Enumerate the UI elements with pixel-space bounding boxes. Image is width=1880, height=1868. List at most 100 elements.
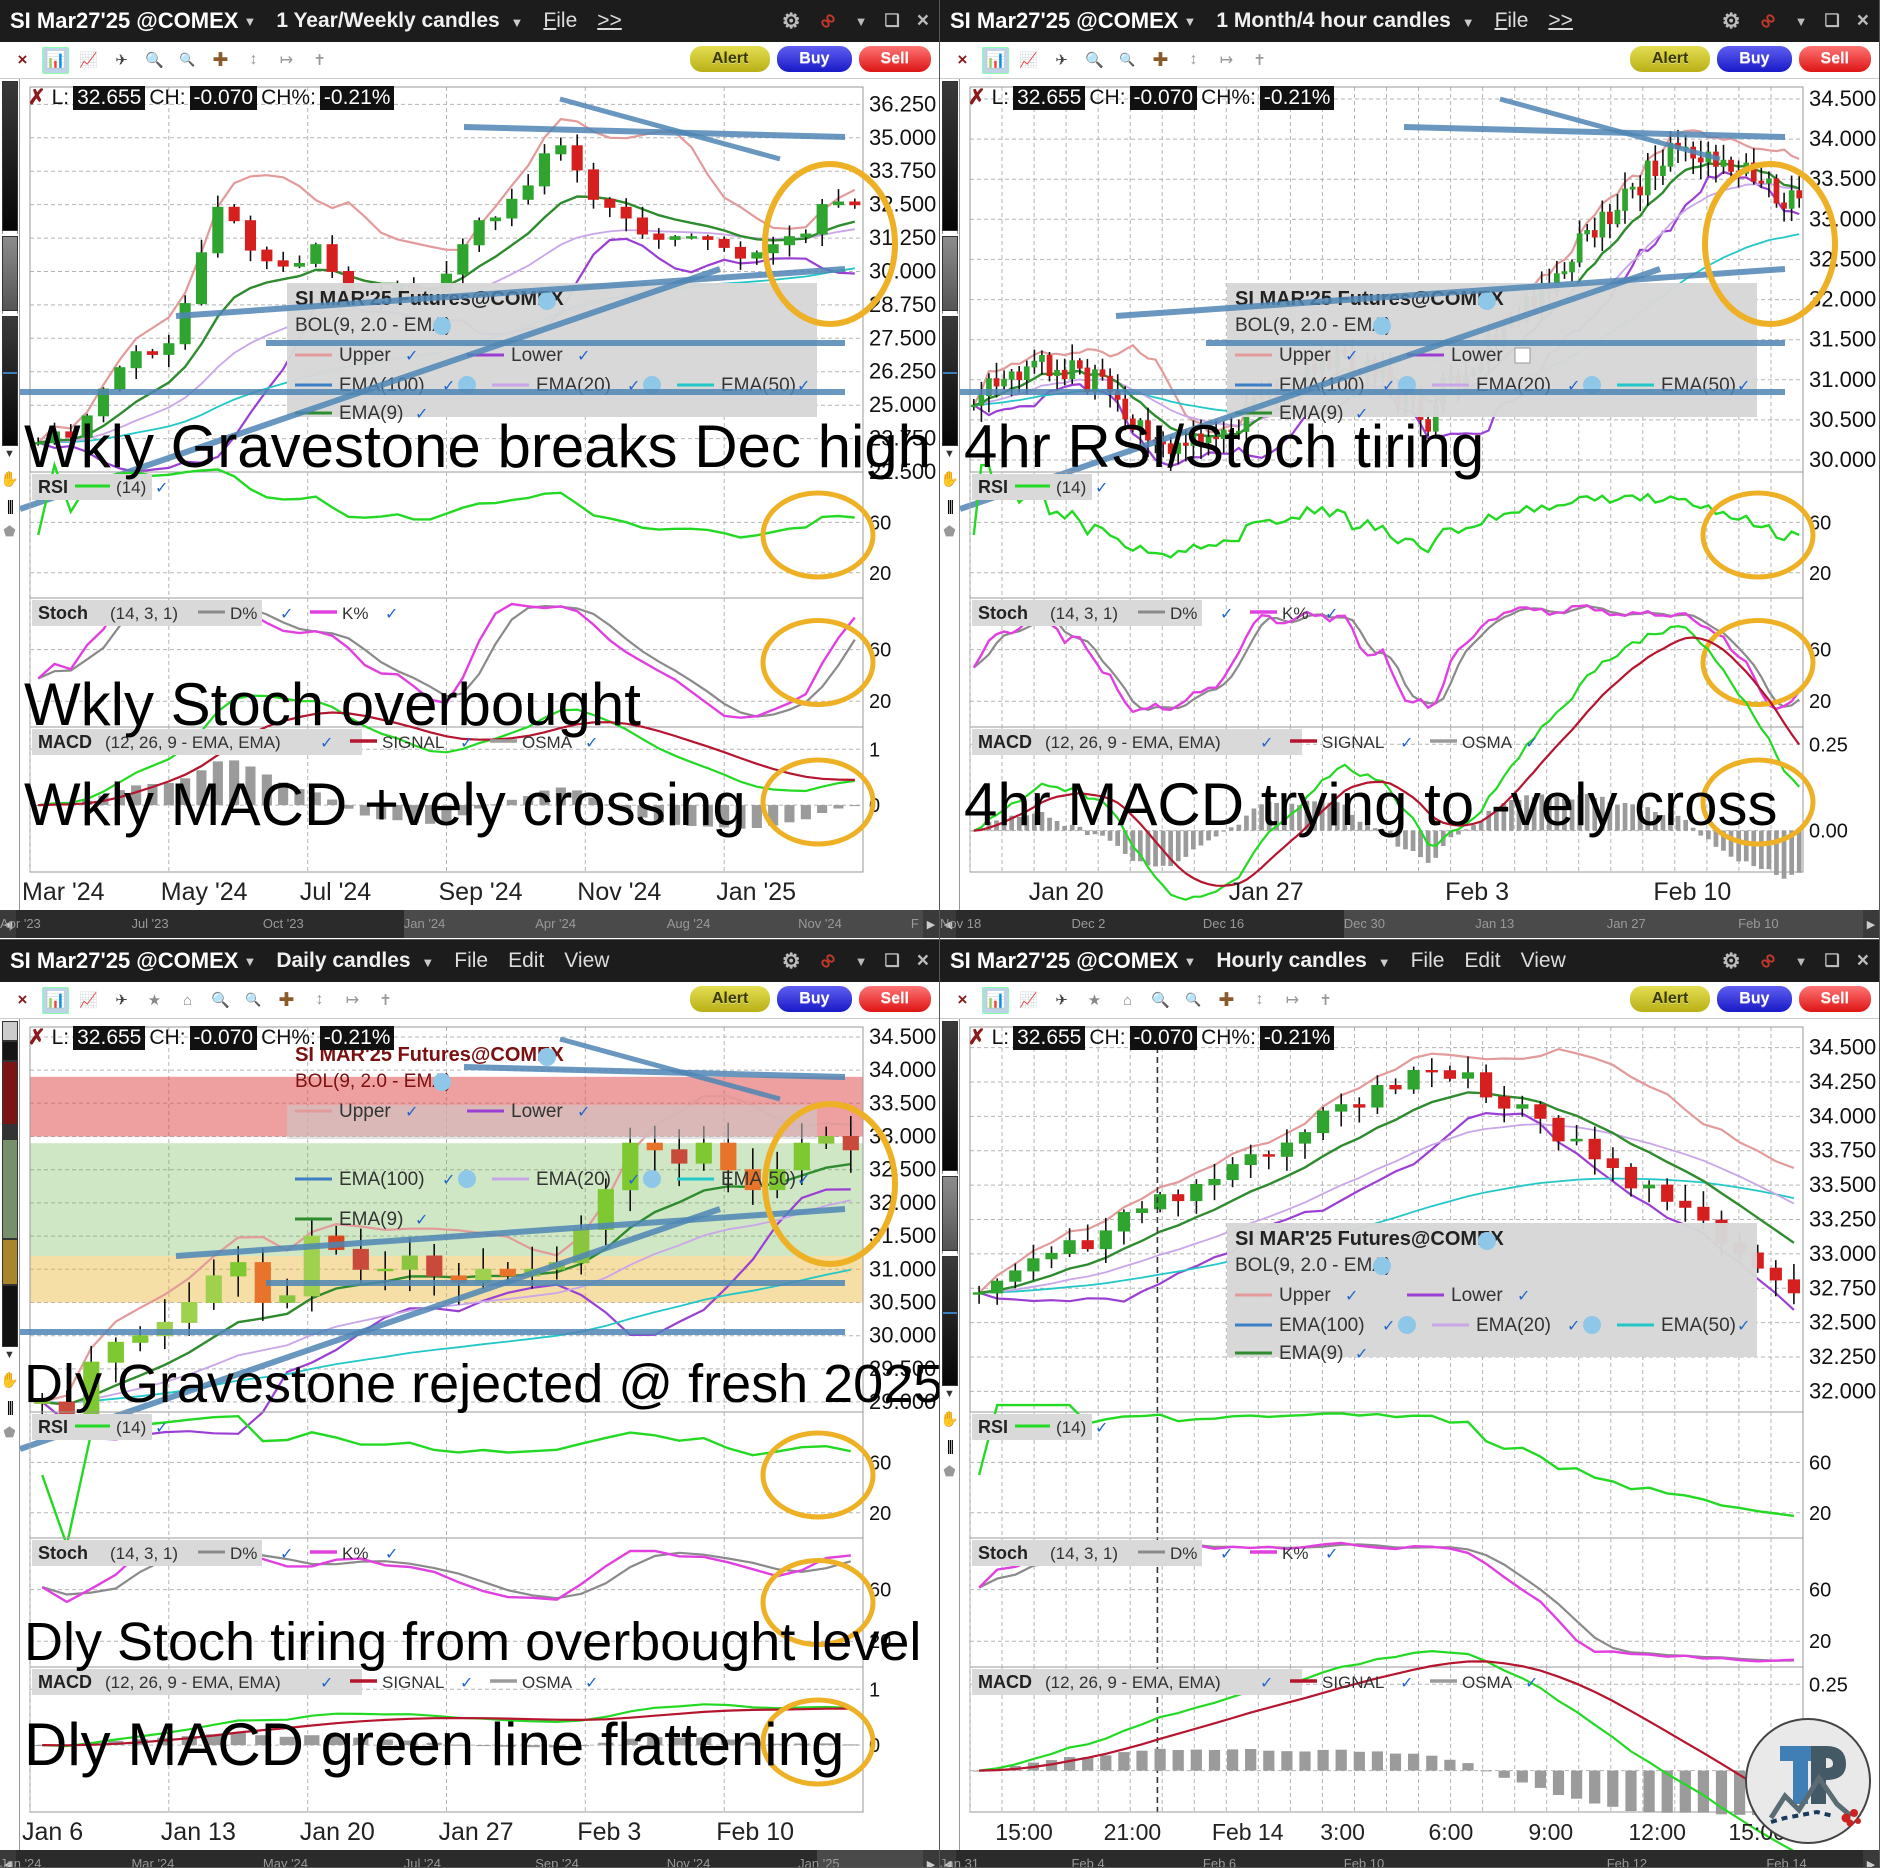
svg-text:Jan 6: Jan 6 [22, 1818, 83, 1846]
svg-text:SIGNAL: SIGNAL [1322, 1673, 1384, 1692]
svg-text:Jan '25: Jan '25 [716, 878, 796, 906]
svg-text:20: 20 [1809, 1503, 1831, 1525]
svg-text:K%: K% [1282, 1544, 1308, 1563]
svg-text:✓: ✓ [405, 348, 418, 365]
svg-text:BOL(9, 2.0 - EMA): BOL(9, 2.0 - EMA) [1235, 315, 1391, 336]
svg-text:34.500: 34.500 [1809, 1035, 1876, 1060]
svg-text:SI MAR'25 Futures@COMEX: SI MAR'25 Futures@COMEX [1235, 1228, 1504, 1250]
svg-text:0.25: 0.25 [1809, 1674, 1848, 1696]
svg-text:✓: ✓ [1345, 348, 1358, 365]
svg-text:1: 1 [869, 1679, 880, 1701]
svg-text:✓: ✓ [577, 1104, 590, 1121]
svg-text:Feb 10: Feb 10 [716, 1818, 794, 1846]
svg-text:✓: ✓ [415, 1212, 428, 1229]
svg-text:33.000: 33.000 [1809, 1241, 1876, 1266]
svg-text:✓: ✓ [1400, 1675, 1413, 1692]
svg-text:Jan 20: Jan 20 [1029, 878, 1104, 906]
svg-text:32.000: 32.000 [1809, 1378, 1876, 1403]
svg-text:EMA(50): EMA(50) [721, 1169, 796, 1190]
svg-text:OSMA: OSMA [522, 1673, 573, 1692]
svg-text:Feb 3: Feb 3 [1445, 878, 1509, 906]
svg-text:BOL(9, 2.0 - EMA): BOL(9, 2.0 - EMA) [295, 315, 451, 336]
svg-text:✓: ✓ [1325, 606, 1338, 623]
svg-text:33.750: 33.750 [869, 158, 936, 183]
svg-text:34.500: 34.500 [1809, 86, 1876, 111]
svg-text:31.000: 31.000 [1809, 367, 1876, 392]
svg-text:Upper: Upper [1279, 345, 1331, 366]
svg-text:34.000: 34.000 [1809, 126, 1876, 151]
svg-text:✓: ✓ [405, 1104, 418, 1121]
svg-text:MACD: MACD [978, 1672, 1032, 1692]
svg-text:20: 20 [869, 1503, 891, 1525]
svg-text:OSMA: OSMA [1462, 1673, 1513, 1692]
svg-text:32.500: 32.500 [1809, 1310, 1876, 1335]
svg-text:RSI: RSI [38, 477, 68, 497]
svg-text:Upper: Upper [1279, 1285, 1331, 1306]
svg-text:32.500: 32.500 [869, 1157, 936, 1182]
svg-text:K%: K% [1282, 604, 1308, 623]
svg-text:✓: ✓ [1517, 1288, 1530, 1305]
svg-text:EMA(9): EMA(9) [339, 1209, 403, 1230]
svg-text:21:00: 21:00 [1104, 1819, 1162, 1845]
svg-text:✓: ✓ [1737, 1318, 1750, 1335]
svg-text:60: 60 [1809, 1452, 1831, 1474]
svg-text:34.250: 34.250 [1809, 1069, 1876, 1094]
svg-text:9:00: 9:00 [1528, 1819, 1573, 1845]
svg-text:31.250: 31.250 [869, 225, 936, 250]
svg-text:31.500: 31.500 [1809, 327, 1876, 352]
svg-text:35.000: 35.000 [869, 125, 936, 150]
svg-text:Feb 3: Feb 3 [577, 1818, 641, 1846]
svg-text:Feb 10: Feb 10 [1653, 878, 1731, 906]
svg-text:K%: K% [342, 1544, 368, 1563]
svg-text:✓: ✓ [1355, 1346, 1368, 1363]
svg-text:30.500: 30.500 [1809, 407, 1876, 432]
svg-text:✓: ✓ [320, 1675, 333, 1692]
svg-text:✓: ✓ [1400, 735, 1413, 752]
svg-text:27.500: 27.500 [869, 325, 936, 350]
svg-text:32.000: 32.000 [869, 1190, 936, 1215]
svg-text:✓: ✓ [1220, 606, 1233, 623]
svg-text:✓: ✓ [280, 1546, 293, 1563]
svg-text:D%: D% [1170, 604, 1197, 623]
svg-text:32.750: 32.750 [1809, 1275, 1876, 1300]
svg-text:20: 20 [869, 563, 891, 585]
svg-text:6:00: 6:00 [1429, 1819, 1474, 1845]
svg-text:Jan 20: Jan 20 [300, 1818, 375, 1846]
svg-text:15:00: 15:00 [995, 1819, 1053, 1845]
svg-text:(12, 26, 9 - EMA, EMA): (12, 26, 9 - EMA, EMA) [1045, 1673, 1221, 1692]
svg-text:3:00: 3:00 [1320, 1819, 1365, 1845]
svg-text:60: 60 [1809, 1580, 1831, 1602]
svg-text:(14, 3, 1): (14, 3, 1) [110, 1544, 178, 1563]
svg-text:(14): (14) [1056, 1418, 1086, 1437]
svg-text:(12, 26, 9 - EMA, EMA): (12, 26, 9 - EMA, EMA) [105, 1673, 281, 1692]
svg-text:30.000: 30.000 [1809, 447, 1876, 472]
svg-text:20: 20 [1809, 1631, 1831, 1653]
svg-text:D%: D% [1170, 1544, 1197, 1563]
svg-text:(14): (14) [116, 1418, 146, 1437]
svg-text:Upper: Upper [339, 1101, 391, 1122]
svg-text:30.000: 30.000 [869, 1323, 936, 1348]
svg-text:EMA(100): EMA(100) [339, 1169, 425, 1190]
svg-text:BOL(9, 2.0 - EMA): BOL(9, 2.0 - EMA) [1235, 1255, 1391, 1276]
svg-text:33.500: 33.500 [1809, 1172, 1876, 1197]
svg-text:EMA(20): EMA(20) [536, 1169, 611, 1190]
svg-text:✓: ✓ [385, 606, 398, 623]
svg-text:✓: ✓ [627, 1172, 640, 1189]
svg-text:26.250: 26.250 [869, 359, 936, 384]
svg-text:K%: K% [342, 604, 368, 623]
svg-text:34.000: 34.000 [1809, 1103, 1876, 1128]
svg-text:33.250: 33.250 [1809, 1207, 1876, 1232]
svg-text:RSI: RSI [978, 1417, 1008, 1437]
svg-text:Jan 13: Jan 13 [161, 1818, 236, 1846]
svg-text:20: 20 [1809, 691, 1831, 713]
svg-text:✓: ✓ [1345, 1288, 1358, 1305]
svg-text:20: 20 [1809, 563, 1831, 585]
svg-text:EMA(20): EMA(20) [1476, 1315, 1551, 1336]
svg-text:31.000: 31.000 [869, 1256, 936, 1281]
svg-text:✓: ✓ [155, 1420, 168, 1437]
svg-text:Sep '24: Sep '24 [439, 878, 523, 906]
svg-text:Jul '24: Jul '24 [300, 878, 372, 906]
svg-text:✓: ✓ [577, 348, 590, 365]
svg-text:✓: ✓ [1095, 1420, 1108, 1437]
svg-text:(14, 3, 1): (14, 3, 1) [1050, 604, 1118, 623]
